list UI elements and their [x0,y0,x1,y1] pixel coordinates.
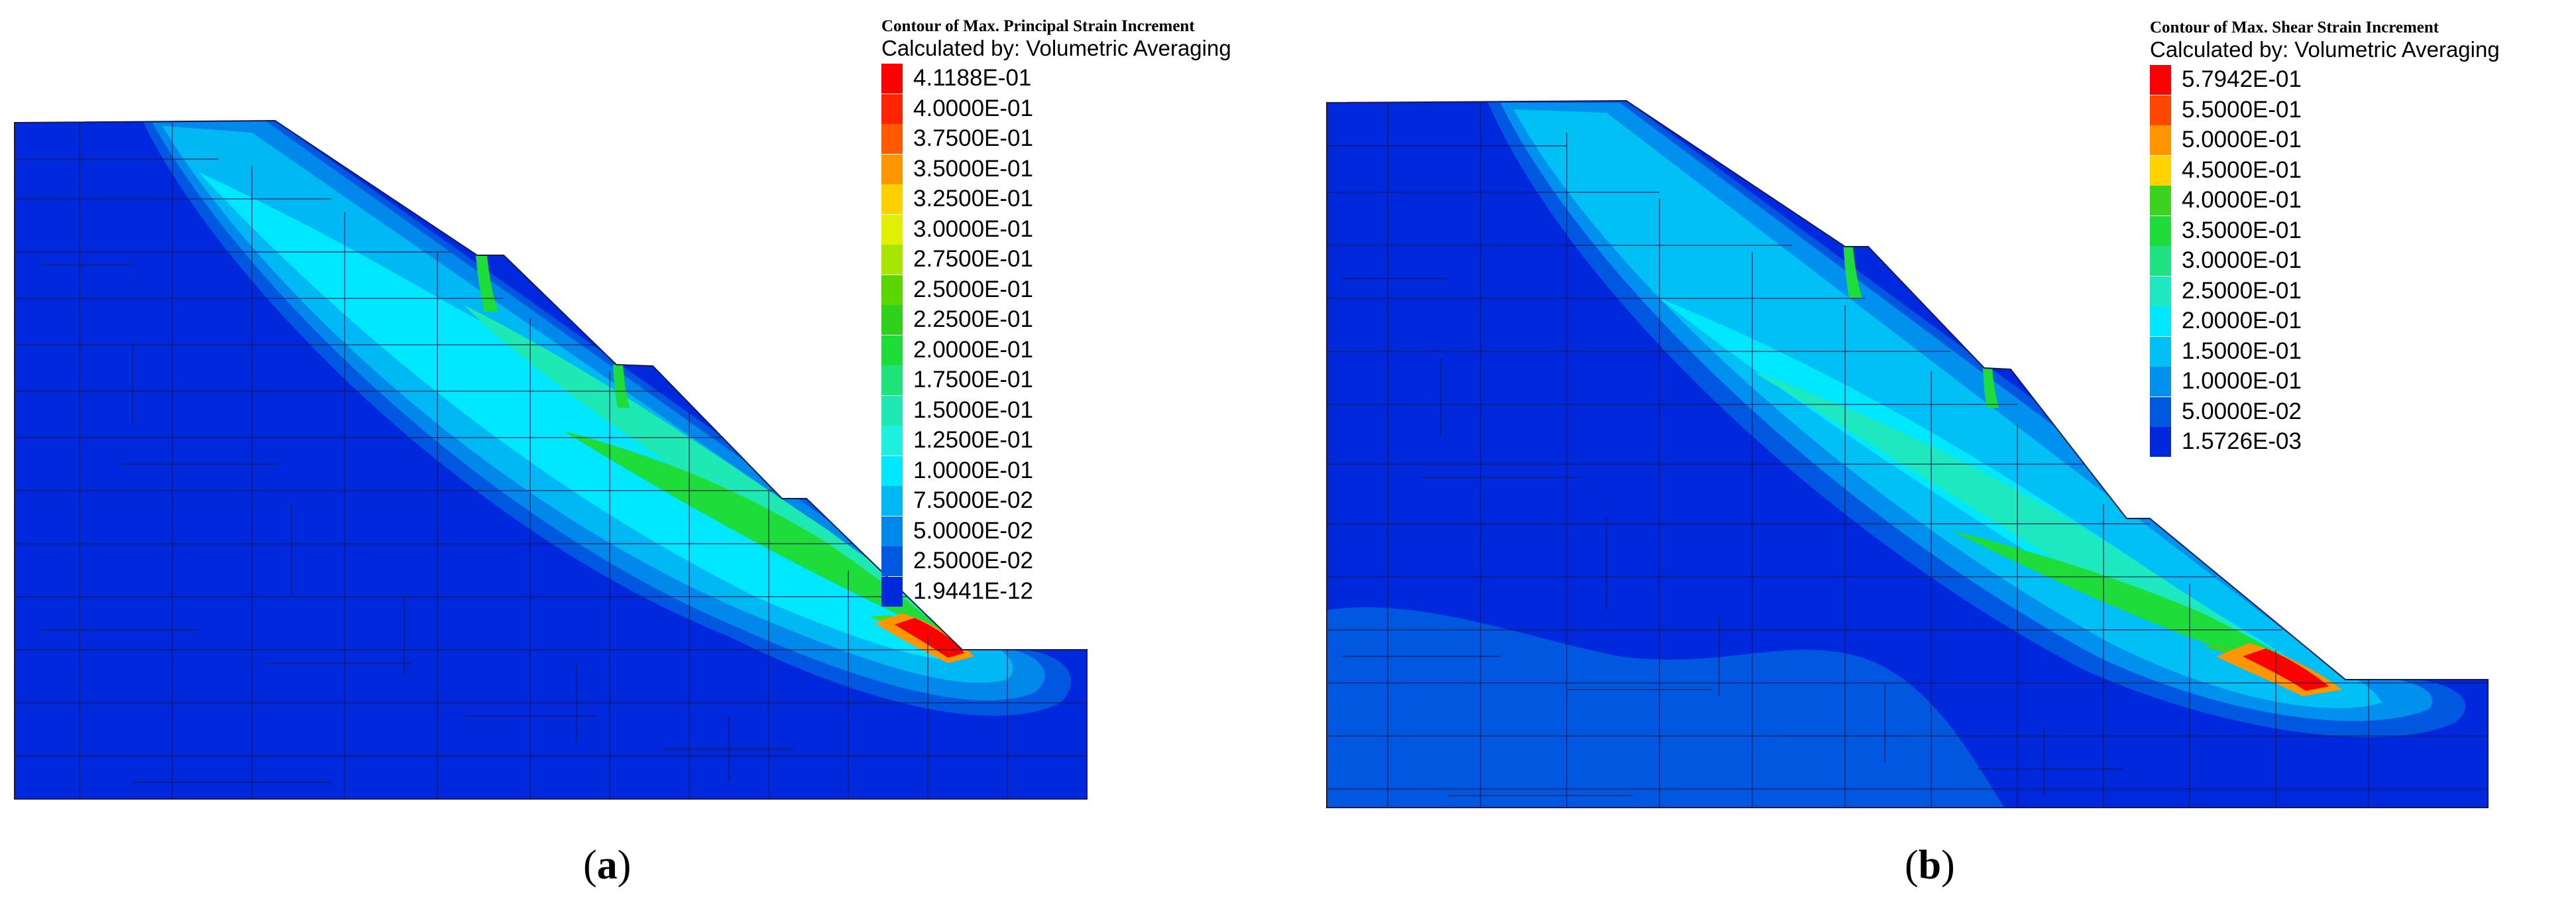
caption-b: (b) [1905,843,1955,888]
legend-swatch [881,516,903,546]
caption-letter-a: a [596,843,618,888]
legend-swatch [2150,306,2171,336]
legend-swatch [881,546,903,576]
legend-value-label: 3.5000E-01 [2182,217,2302,243]
legend-swatch [2150,427,2171,457]
legend-swatch [881,245,903,274]
legend-value-label: 3.0000E-01 [913,215,1033,242]
legend-value-label: 2.0000E-01 [913,336,1033,363]
berm-strain-1 [476,255,498,312]
strain-peak-red [895,618,964,658]
legend-value-label: 5.0000E-02 [2182,398,2302,424]
slope-outline-b [1326,99,2489,808]
legend-swatch [2150,215,2171,246]
legend-value-label: 5.0000E-01 [2182,127,2302,152]
legend-value-label: 4.1188E-01 [913,65,1032,91]
legend-value-label: 3.5000E-01 [913,155,1033,182]
legend-value-label: 1.0000E-01 [913,457,1033,483]
shear-band-150 [1514,109,2382,708]
shear-lower-layer [1327,607,2004,808]
legend-swatch [2150,186,2171,215]
legend-swatch [2150,125,2171,155]
legend-subtitle-b: Calculated by: Volumetric Averaging [2150,37,2500,62]
legend-swatch [881,456,903,486]
legend-swatch [881,365,903,395]
legend-swatch [2150,65,2171,95]
legend-value-label: 1.5000E-01 [913,396,1033,423]
caption-a: (a) [583,843,632,888]
legend-value-label: 4.0000E-01 [2182,187,2302,213]
shear-peak-red [2243,648,2329,691]
legend-swatch [2150,276,2171,306]
legend-title-a: Contour of Max. Principal Strain Increme… [881,17,1195,35]
legend-swatch [881,154,903,184]
slope-outline-a [14,119,1088,800]
legend-swatch [2150,155,2171,186]
shear-band-450 [2203,644,2282,673]
legend-subtitle-a: Calculated by: Volumetric Averaging [881,36,1231,60]
legend-value-label: 2.5000E-01 [913,276,1033,302]
legend-swatch [881,576,903,607]
mesh-grid-a [15,123,1087,799]
legend-swatch [881,486,903,516]
shear-band-250 [1752,371,2296,670]
legend-value-label: 4.5000E-01 [2182,156,2302,183]
legend-value-label: 1.9441E-12 [913,577,1033,604]
legend-value-label: 3.0000E-01 [2182,247,2302,273]
legend-value-label: 1.5000E-01 [2182,337,2302,364]
legend-value-label: 2.5000E-02 [913,548,1033,574]
legend-swatch [881,124,903,154]
legend-value-label: 2.0000E-01 [2182,308,2302,334]
legend-swatch [881,395,903,426]
legend-value-label: 1.7500E-01 [913,367,1033,393]
legend-title-b: Contour of Max. Shear Strain Increment [2150,19,2439,36]
legend-value-label: 5.0000E-02 [913,517,1033,544]
panel-a: Contour of Max. Principal Strain Increme… [14,17,1231,888]
legend-swatch [881,274,903,305]
legend-swatch [2150,367,2171,396]
legend-value-label: 3.2500E-01 [913,186,1033,212]
legend-swatch [881,426,903,456]
legend-value-label: 2.2500E-01 [913,306,1033,332]
legend-swatch [881,93,903,124]
berm-strain-2 [613,365,630,408]
legend-value-label: 3.7500E-01 [913,125,1033,151]
legend-swatch [2150,246,2171,276]
legend-swatch [881,305,903,335]
strain-contour-plot-b [1326,99,2489,808]
legend-swatch [2150,336,2171,367]
legend-value-label: 5.5000E-01 [2182,96,2302,123]
berm-shear-2 [1983,368,1999,408]
strain-band-200 [563,431,948,637]
strain-contour-plot-a [14,119,1088,800]
mesh-grid-b [1327,103,2488,808]
legend-value-label: 7.5000E-02 [913,487,1033,513]
legend-value-label: 2.7500E-01 [913,246,1033,272]
caption-letter-b: b [1918,843,1942,888]
legend-swatch [881,214,903,245]
legend-swatch [881,184,903,214]
legend-swatch [881,64,903,93]
legend-value-label: 2.5000E-01 [2182,277,2302,304]
legend-value-label: 1.0000E-01 [2182,368,2302,394]
shear-band-350 [1951,530,2316,676]
panel-b: Contour of Max. Shear Strain Increment C… [1288,0,2576,911]
legend-value-label: 1.5726E-03 [2182,428,2302,454]
berm-shear-1 [1844,247,1862,298]
legend-value-label: 4.0000E-01 [913,95,1033,121]
legend-swatch [2150,396,2171,427]
legend-value-label: 1.2500E-01 [913,427,1033,453]
legend-swatch [881,335,903,365]
legend-value-label: 5.7942E-01 [2182,66,2302,92]
legend-swatch [2150,95,2171,125]
